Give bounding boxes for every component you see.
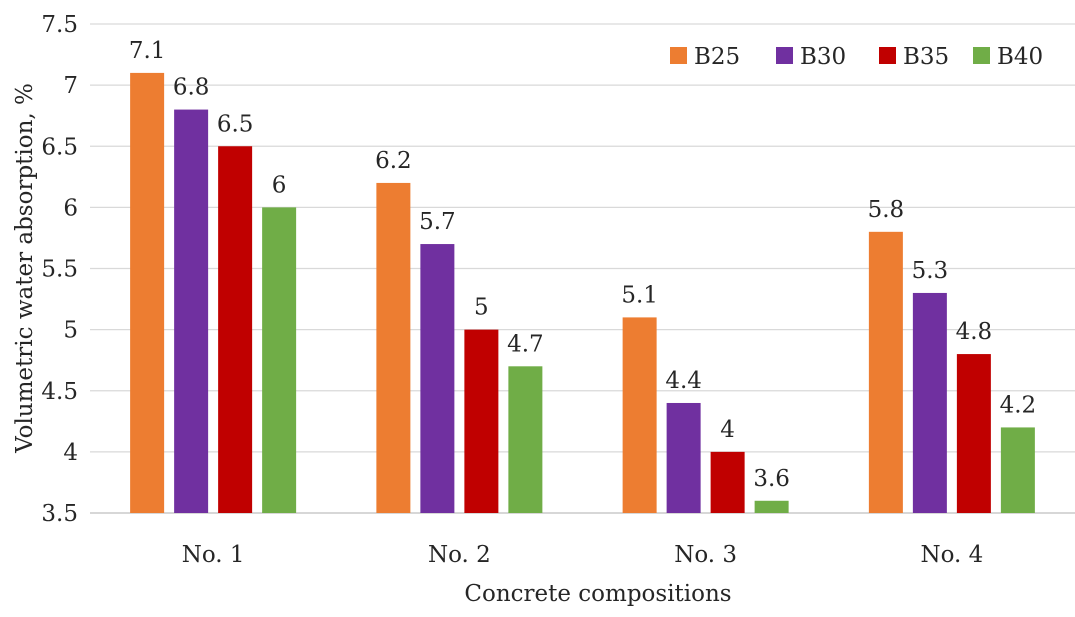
y-axis-title: Volumetric water absorption, % (12, 83, 38, 454)
x-tick-label: No. 3 (674, 542, 737, 568)
data-label: 3.6 (753, 466, 790, 492)
legend-label-b40: B40 (997, 44, 1043, 70)
data-label: 4.4 (665, 368, 702, 394)
x-tick-label: No. 1 (182, 542, 245, 568)
data-label: 4.7 (507, 331, 544, 357)
y-tick-label: 6 (63, 195, 78, 221)
y-tick-label: 3.5 (41, 501, 78, 527)
bars (130, 72, 1035, 514)
x-tick-label: No. 4 (920, 542, 983, 568)
legend: B25 B30 B35 B40 (670, 44, 1043, 70)
y-tick-label: 5 (63, 318, 78, 344)
legend-swatch-b40 (973, 47, 990, 64)
bar-b30-4 (912, 292, 947, 513)
bar-b40-2 (508, 366, 543, 513)
bar-b30-1 (174, 109, 209, 513)
bar-b40-4 (1000, 427, 1035, 513)
data-label: 5.8 (868, 197, 905, 223)
x-axis-ticks: No. 1 No. 2 No. 3 No. 4 (182, 542, 984, 568)
data-label: 6.8 (173, 75, 210, 101)
data-label: 5.7 (419, 209, 456, 235)
bar-b25-2 (376, 182, 411, 514)
bar-b35-2 (464, 329, 499, 513)
legend-label-b35: B35 (903, 44, 949, 70)
data-labels: 7.1 6.8 6.5 6 6.2 5.7 5 4.7 5.1 4.4 4 3.6 5.8 5.3 4.8 4… (129, 38, 1036, 492)
legend-swatch-b25 (670, 47, 687, 64)
data-label: 5 (474, 295, 489, 321)
data-label: 5.3 (912, 258, 949, 284)
data-label: 7.1 (129, 38, 166, 64)
y-axis-ticks: 3.5 4 4.5 5 5.5 6 6.5 7 7.5 (41, 12, 78, 527)
data-label: 4 (720, 417, 735, 443)
bar-b35-3 (710, 451, 745, 513)
bar-b25-1 (130, 72, 165, 514)
y-tick-label: 7 (63, 73, 78, 99)
y-tick-label: 7.5 (41, 12, 78, 38)
bar-b30-2 (420, 244, 455, 514)
data-label: 6.5 (217, 111, 254, 137)
bar-b40-3 (754, 500, 789, 513)
data-label: 4.8 (956, 319, 993, 345)
y-tick-label: 6.5 (41, 134, 78, 160)
y-tick-label: 5.5 (41, 257, 78, 283)
legend-swatch-b35 (879, 47, 896, 64)
y-tick-label: 4 (63, 440, 78, 466)
data-label: 6 (272, 172, 287, 198)
bar-b25-3 (622, 317, 657, 513)
x-tick-label: No. 2 (428, 542, 491, 568)
data-label: 5.1 (621, 282, 658, 308)
bar-b30-3 (666, 402, 701, 513)
y-tick-label: 4.5 (41, 379, 78, 405)
legend-label-b30: B30 (800, 44, 846, 70)
bar-b35-1 (218, 146, 253, 513)
legend-swatch-b30 (776, 47, 793, 64)
gridlines (90, 23, 1075, 514)
data-label: 6.2 (375, 148, 412, 174)
legend-label-b25: B25 (694, 44, 740, 70)
bar-b25-4 (868, 231, 903, 513)
data-label: 4.2 (1000, 392, 1037, 418)
bar-b35-4 (956, 354, 991, 513)
bar-b40-1 (262, 207, 297, 513)
x-axis-title: Concrete compositions (464, 581, 731, 607)
